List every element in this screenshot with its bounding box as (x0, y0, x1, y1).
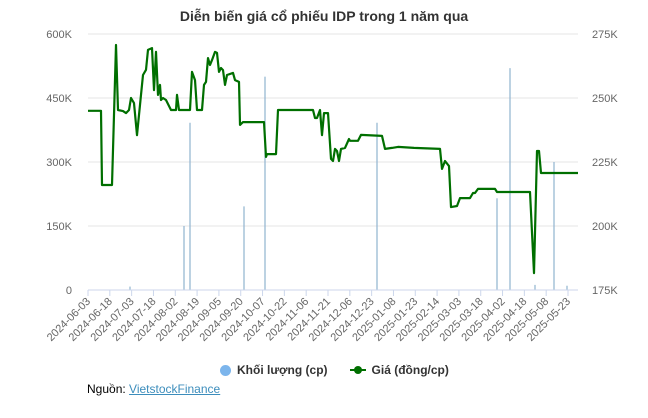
chart-title: Diễn biến giá cổ phiếu IDP trong 1 năm q… (179, 8, 469, 24)
grid-lines (88, 33, 578, 227)
legend: Khối lượng (cp) Giá (đồng/cp) (220, 363, 449, 377)
volume-bar[interactable] (566, 285, 568, 290)
volume-bar[interactable] (553, 162, 555, 290)
volume-bar[interactable] (264, 76, 266, 291)
x-axis: 2024-06-032024-06-182024-07-032024-07-18… (45, 289, 578, 344)
right-tick-label: 250K (592, 93, 618, 105)
source-link[interactable]: VietstockFinance (129, 382, 221, 396)
legend-volume-label: Khối lượng (cp) (237, 363, 328, 377)
volume-bar[interactable] (496, 198, 498, 290)
volume-bar[interactable] (189, 122, 191, 290)
right-tick-label: 275K (592, 29, 618, 41)
right-tick-label: 175K (592, 285, 618, 297)
right-tick-label: 225K (592, 157, 618, 169)
left-tick-label: 300K (46, 157, 72, 169)
volume-legend-dot-icon (220, 364, 231, 376)
left-tick-label: 450K (46, 93, 72, 105)
price-series[interactable] (88, 43, 578, 275)
left-axis: 0 150K 300K 450K 600K (46, 29, 72, 297)
source-note: Nguồn: VietstockFinance (87, 382, 220, 396)
legend-item-price[interactable]: Giá (đồng/cp) (349, 363, 449, 377)
volume-bar[interactable] (534, 284, 536, 290)
left-tick-label: 600K (46, 29, 72, 41)
volume-bar[interactable] (129, 286, 131, 290)
price-legend-line-icon (349, 366, 366, 374)
source-prefix: Nguồn: (87, 382, 126, 396)
volume-bar[interactable] (183, 226, 185, 290)
volume-bar[interactable] (509, 68, 511, 290)
left-tick-label: 150K (46, 221, 72, 233)
right-tick-label: 200K (592, 221, 618, 233)
legend-price-label: Giá (đồng/cp) (371, 363, 449, 377)
volume-series[interactable] (129, 68, 568, 291)
chart-plot: 0 150K 300K 450K 600K 175K 200K 225K 250K 275K 2… (45, 29, 619, 344)
volume-bar[interactable] (376, 122, 378, 290)
left-tick-label: 0 (66, 285, 72, 297)
volume-bar[interactable] (243, 206, 245, 290)
legend-item-volume[interactable]: Khối lượng (cp) (220, 363, 328, 377)
right-axis: 175K 200K 225K 250K 275K (592, 29, 618, 297)
